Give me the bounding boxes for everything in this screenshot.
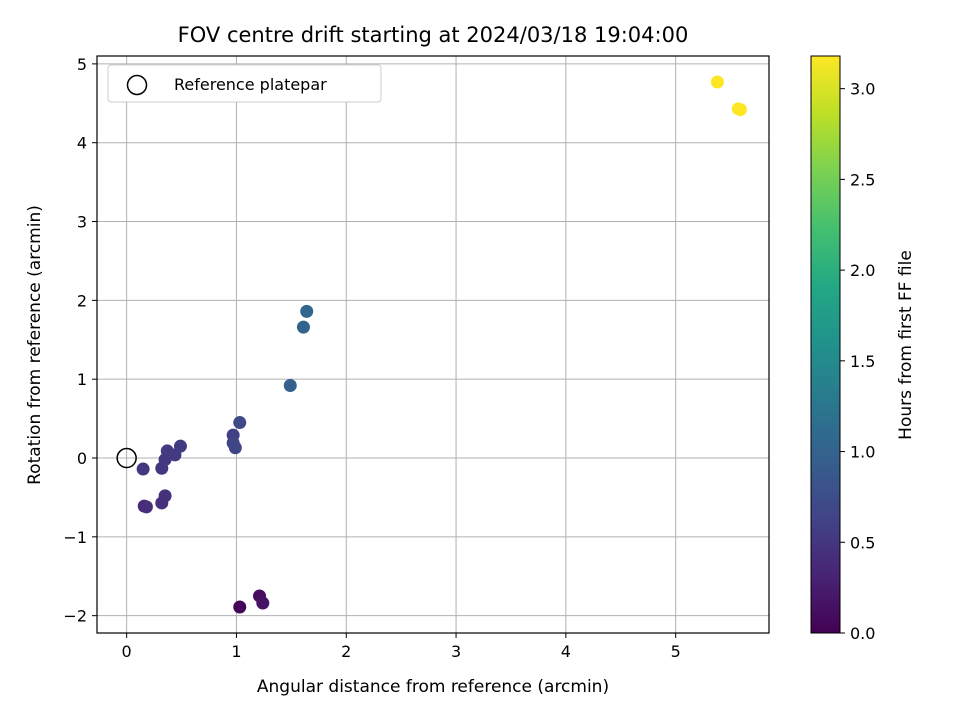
colorbar-label: Hours from first FF file [896, 250, 916, 440]
plot-frame [96, 55, 770, 634]
colorbar-tick-label: 0.0 [850, 624, 875, 643]
scatter-point [300, 304, 314, 318]
colorbar-ticks: 0.0 0.5 1.0 1.5 2.0 2.5 3.0 [840, 80, 875, 643]
legend-box [107, 64, 382, 103]
scatter-point [226, 436, 240, 450]
x-axis-label: Angular distance from reference (arcmin) [257, 677, 609, 697]
scatter-point [139, 500, 153, 514]
colorbar: 0.0 0.5 1.0 1.5 2.0 2.5 3.0 Hours from first F… [810, 55, 916, 643]
scatter-point [256, 596, 270, 610]
x-tick-label: 1 [231, 642, 241, 661]
reference-platepar-marker [116, 447, 137, 469]
x-tick-label: 3 [451, 642, 461, 661]
scatter-point [136, 462, 150, 476]
legend: Reference platepar [107, 64, 382, 103]
scatter-point [296, 320, 310, 334]
y-axis-label: Rotation from reference (arcmin) [25, 205, 45, 485]
colorbar-tick-label: 3.0 [850, 80, 875, 99]
y-tick-label: 5 [77, 55, 87, 74]
y-tick-label: 0 [77, 449, 87, 468]
colorbar-tick-label: 1.5 [850, 352, 875, 371]
scatter-point [233, 600, 247, 614]
x-axis: 0 1 2 3 4 5 [122, 633, 681, 661]
y-tick-label: 1 [77, 370, 87, 389]
scatter-point [173, 439, 187, 453]
scatter-point [733, 103, 747, 117]
x-tick-label: 2 [341, 642, 351, 661]
chart-title: FOV centre drift starting at 2024/03/18 … [178, 23, 689, 47]
scatter-point [158, 489, 172, 503]
scatter-point [710, 75, 724, 89]
colorbar-tick-label: 2.5 [850, 170, 875, 189]
x-tick-label: 5 [671, 642, 681, 661]
y-tick-label: 3 [77, 213, 87, 232]
y-tick-label: −2 [63, 607, 87, 626]
data-points [116, 75, 747, 614]
y-axis: −2 −1 0 1 2 3 4 5 [63, 55, 97, 626]
grid [97, 56, 769, 633]
colorbar-tick-label: 1.0 [850, 443, 875, 462]
scatter-point [233, 416, 247, 430]
colorbar-gradient [810, 55, 841, 634]
legend-marker-icon [126, 74, 148, 96]
legend-entry-reference-platepar: Reference platepar [174, 75, 327, 94]
scatter-point [283, 378, 297, 392]
x-tick-label: 4 [561, 642, 571, 661]
y-tick-label: 4 [77, 134, 87, 153]
colorbar-tick-label: 0.5 [850, 533, 875, 552]
y-tick-label: −1 [63, 528, 87, 547]
y-tick-label: 2 [77, 291, 87, 310]
x-tick-label: 0 [122, 642, 132, 661]
colorbar-tick-label: 2.0 [850, 261, 875, 280]
